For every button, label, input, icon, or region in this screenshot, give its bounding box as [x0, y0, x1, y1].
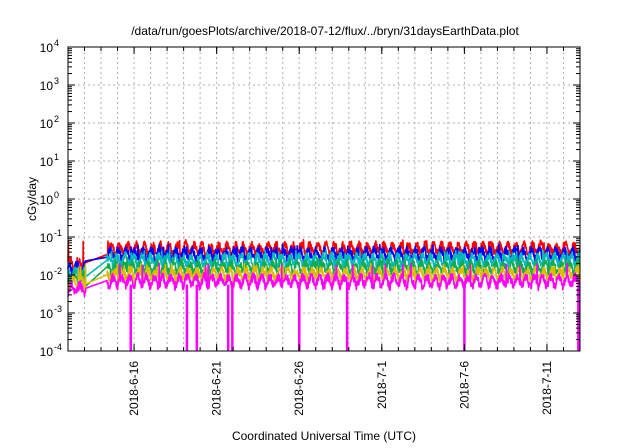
x-tick-label: 2018-6-26	[292, 361, 306, 416]
y-tick-base: 10	[40, 155, 54, 169]
x-axis-label: Coordinated Universal Time (UTC)	[232, 429, 416, 443]
y-tick-base: 10	[40, 345, 54, 359]
y-tick-exponent: 3	[54, 76, 59, 86]
ticks	[68, 46, 580, 352]
y-tick-exponent: -2	[54, 266, 62, 276]
y-tick-exponent: -3	[54, 304, 62, 314]
y-tick-exponent: 2	[54, 114, 59, 124]
y-tick-exponent: -1	[54, 228, 62, 238]
y-tick-label: 10 1	[40, 152, 59, 169]
y-tick-exponent: 1	[54, 152, 59, 162]
y-tick-label: 10 0	[40, 190, 59, 207]
y-tick-base: 10	[40, 269, 54, 283]
x-tick-label: 2018-6-21	[210, 361, 224, 416]
y-tick-label: 10 2	[40, 114, 59, 131]
y-tick-label: 10 -4	[40, 342, 62, 359]
x-tick-label: 2018-6-16	[127, 361, 141, 416]
x-tick-label: 2018-7-11	[540, 361, 554, 415]
x-tick-label: 2018-7-6	[457, 361, 471, 409]
y-tick-label: 10 3	[40, 76, 59, 93]
series-line	[67, 262, 581, 298]
chart-title: /data/run/goesPlots/archive/2018-07-12/f…	[131, 24, 519, 38]
x-tick-label: 2018-7-1	[375, 361, 389, 409]
y-tick-exponent: 4	[54, 38, 59, 48]
y-tick-exponent: 0	[54, 190, 59, 200]
y-axis-label: cGy/day	[25, 177, 39, 221]
y-tick-base: 10	[40, 79, 54, 93]
y-tick-label: 10 4	[40, 38, 59, 55]
y-tick-base: 10	[40, 307, 54, 321]
y-tick-base: 10	[40, 117, 54, 131]
y-tick-label: 10 -3	[40, 304, 62, 321]
grid	[68, 47, 580, 351]
y-tick-base: 10	[40, 41, 54, 55]
y-tick-label: 10 -1	[40, 228, 62, 245]
y-tick-label: 10 -2	[40, 266, 62, 283]
x-tick-labels: 2018-6-16 2018-6-21 2018-6-26 2018-7-1 2018-…	[127, 361, 554, 416]
y-tick-base: 10	[40, 193, 54, 207]
y-tick-exponent: -4	[54, 342, 62, 352]
series-layer	[67, 239, 581, 351]
y-tick-base: 10	[40, 231, 54, 245]
